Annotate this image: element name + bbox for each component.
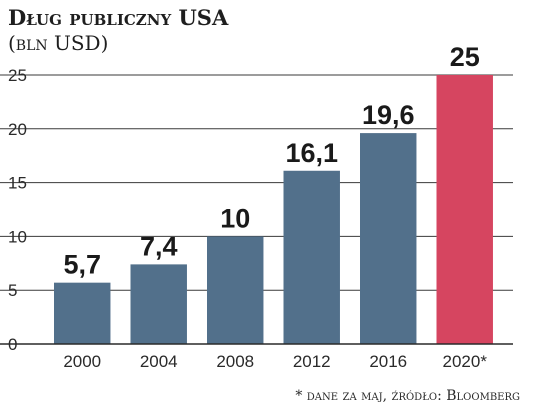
x-tick-label: 2008 [216, 352, 254, 371]
data-label: 10 [220, 203, 250, 233]
footnote: * dane za maj, źródło: Bloomberg [295, 388, 520, 404]
data-label: 16,1 [285, 138, 338, 168]
data-label: 5,7 [63, 250, 101, 280]
bar [436, 75, 493, 344]
x-tick-label: 2004 [140, 352, 178, 371]
y-tick-label: 15 [8, 174, 27, 193]
y-tick-label: 10 [8, 227, 27, 246]
y-tick-label: 25 [8, 66, 27, 85]
bar [130, 264, 187, 344]
bar [207, 236, 264, 344]
chart-subtitle: (bln USD) [8, 31, 108, 55]
bars: 5,7 2000 7,4 2004 10 2008 16,1 2012 19,6 2016 25 20… [54, 42, 493, 371]
chart-title: Dług publiczny USA [8, 5, 229, 30]
y-tick-label: 5 [8, 281, 17, 300]
y-tick-label: 20 [8, 120, 27, 139]
x-tick-label: 2016 [369, 352, 407, 371]
bar [54, 282, 111, 344]
x-tick-label: 2020* [443, 352, 488, 371]
x-tick-label: 2000 [63, 352, 101, 371]
data-label: 25 [450, 42, 480, 72]
data-label: 7,4 [140, 231, 178, 261]
bar [283, 170, 340, 344]
x-tick-label: 2012 [293, 352, 331, 371]
data-label: 19,6 [362, 100, 415, 130]
bar [360, 133, 417, 344]
